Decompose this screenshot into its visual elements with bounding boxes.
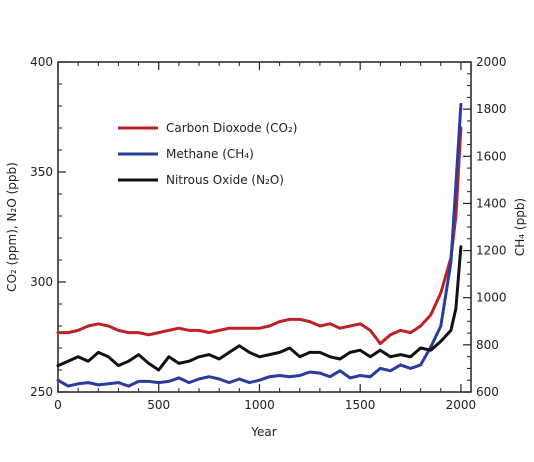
x-tick-label: 0 — [54, 398, 62, 412]
y-right-tick-label: 1800 — [476, 102, 507, 116]
y-left-tick-label: 250 — [30, 385, 53, 399]
plot-area — [56, 61, 472, 393]
y-right-tick-label: 2000 — [476, 55, 507, 69]
series-line-nitrous-oxide — [56, 245, 463, 372]
x-tick-label: 1500 — [345, 398, 376, 412]
legend-label-methane: Methane (CH₄) — [166, 147, 254, 161]
y-right-tick-label: 600 — [476, 385, 499, 399]
y-right-tick-label: 1200 — [476, 244, 507, 258]
x-tick-label: 2000 — [446, 398, 477, 412]
x-axis-title: Year — [250, 425, 276, 439]
legend-label-nitrous-oxide: Nitrous Oxide (N₂O) — [166, 173, 284, 187]
x-tick-label: 500 — [147, 398, 170, 412]
legend: Carbon Dioxode (CO₂) Methane (CH₄) Nitrous… — [118, 121, 297, 187]
major-ticks — [57, 61, 471, 393]
left-axis-title: CO₂ (ppm), N₂O (ppb) — [5, 162, 19, 292]
series-line-carbon-dioxide — [56, 126, 463, 346]
y-left-tick-label: 400 — [30, 55, 53, 69]
y-right-tick-label: 1000 — [476, 291, 507, 305]
tick-labels: 0 500 1000 1500 2000 250 300 350 400 600 800 1000 12… — [30, 55, 506, 412]
series-group — [56, 102, 463, 388]
y-left-tick-label: 350 — [30, 165, 53, 179]
minor-ticks — [58, 62, 471, 392]
legend-label-carbon-dioxide: Carbon Dioxode (CO₂) — [166, 121, 297, 135]
y-right-tick-label: 1600 — [476, 149, 507, 163]
plot-frame — [57, 61, 472, 393]
y-right-tick-label: 1400 — [476, 196, 507, 210]
x-tick-label: 1000 — [244, 398, 275, 412]
y-left-tick-label: 300 — [30, 275, 53, 289]
y-right-tick-label: 800 — [476, 338, 499, 352]
series-line-methane — [56, 102, 463, 388]
right-axis-title: CH₄ (ppb) — [513, 198, 527, 256]
